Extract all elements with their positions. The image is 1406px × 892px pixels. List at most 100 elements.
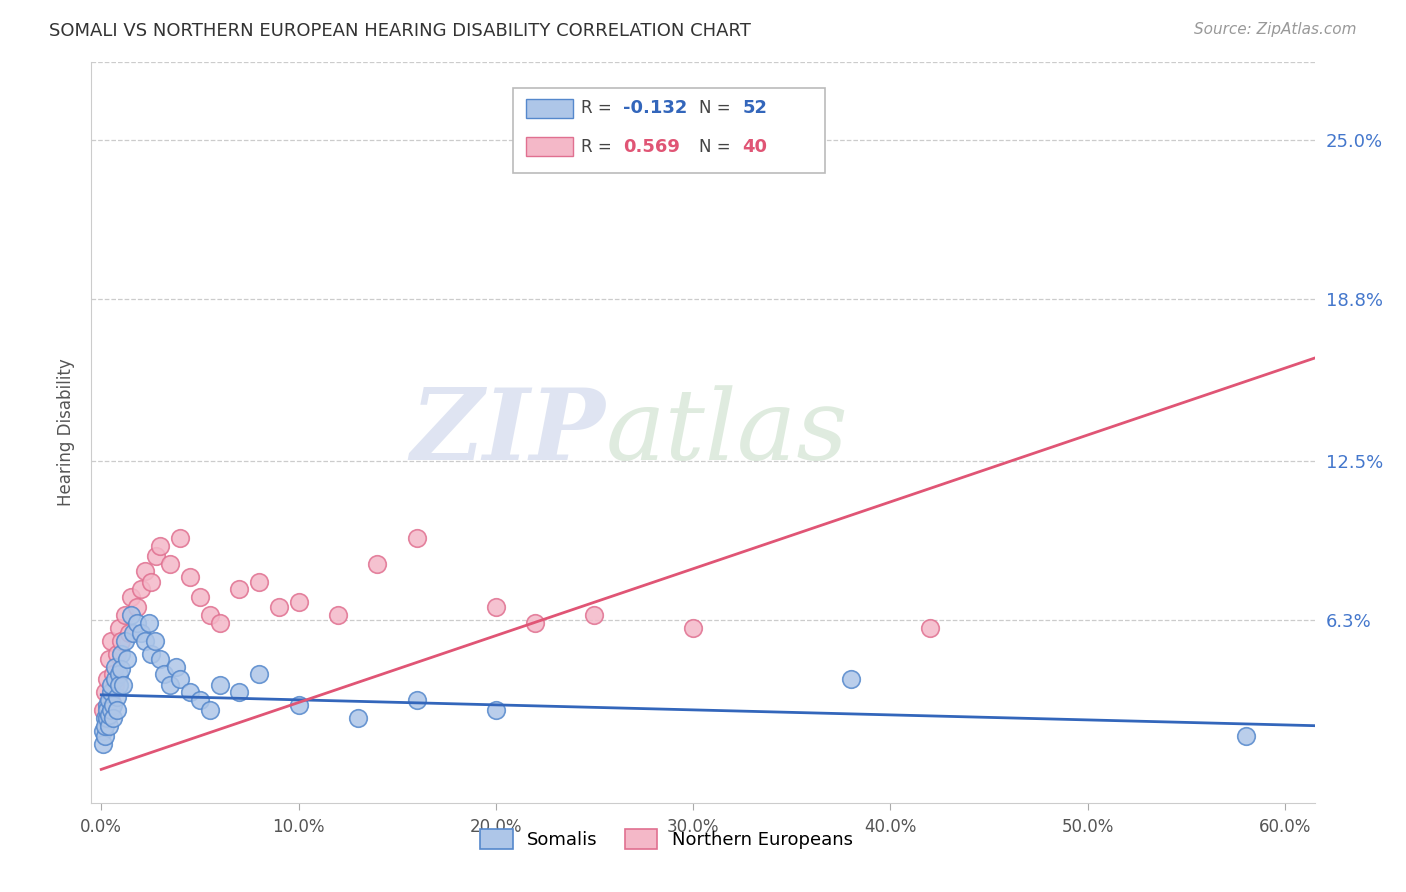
Point: [138, 615, 160, 630]
Text: atlas: atlas: [605, 385, 848, 480]
Point: [91, 737, 114, 751]
Point: [134, 633, 156, 648]
Point: [134, 565, 156, 579]
Point: [918, 621, 941, 635]
Text: -0.132: -0.132: [623, 99, 688, 118]
Point: [125, 600, 148, 615]
Point: [110, 662, 132, 676]
Point: [129, 626, 152, 640]
Point: [247, 574, 270, 589]
Point: [96, 711, 118, 725]
Point: [98, 708, 121, 723]
Point: [179, 685, 201, 699]
Point: [108, 667, 131, 681]
Point: [98, 693, 121, 707]
Point: [165, 659, 187, 673]
Point: [208, 615, 231, 630]
Text: N =: N =: [699, 99, 737, 118]
Point: [94, 685, 117, 699]
Point: [287, 698, 309, 712]
Point: [524, 615, 547, 630]
Point: [94, 729, 117, 743]
Legend: Somalis, Northern Europeans: Somalis, Northern Europeans: [472, 822, 860, 856]
Point: [208, 677, 231, 691]
Point: [198, 703, 221, 717]
Point: [149, 539, 172, 553]
Point: [105, 647, 128, 661]
Point: [188, 693, 211, 707]
Point: [145, 549, 167, 563]
Text: SOMALI VS NORTHERN EUROPEAN HEARING DISABILITY CORRELATION CHART: SOMALI VS NORTHERN EUROPEAN HEARING DISA…: [49, 22, 751, 40]
Text: Source: ZipAtlas.com: Source: ZipAtlas.com: [1194, 22, 1357, 37]
Point: [104, 677, 127, 691]
Point: [169, 673, 191, 687]
Text: 52: 52: [742, 99, 768, 118]
Point: [682, 621, 704, 635]
Y-axis label: Hearing Disability: Hearing Disability: [58, 359, 76, 507]
Point: [149, 652, 172, 666]
Text: N =: N =: [699, 138, 737, 156]
Point: [96, 711, 118, 725]
Point: [120, 608, 142, 623]
Point: [118, 626, 141, 640]
Point: [169, 531, 191, 545]
Point: [105, 703, 128, 717]
Point: [100, 693, 122, 707]
Point: [839, 673, 862, 687]
Point: [153, 667, 176, 681]
Point: [94, 719, 117, 733]
Point: [100, 703, 122, 717]
Point: [287, 595, 309, 609]
Point: [406, 531, 429, 545]
Point: [125, 615, 148, 630]
Point: [98, 719, 121, 733]
FancyBboxPatch shape: [526, 99, 574, 118]
Text: R =: R =: [581, 99, 617, 118]
Point: [366, 557, 388, 571]
Point: [228, 685, 250, 699]
Point: [100, 633, 122, 648]
FancyBboxPatch shape: [526, 137, 574, 156]
FancyBboxPatch shape: [513, 88, 825, 173]
Point: [346, 711, 368, 725]
Point: [104, 659, 127, 673]
Point: [247, 667, 270, 681]
Point: [114, 608, 136, 623]
Point: [100, 677, 122, 691]
Point: [101, 698, 124, 712]
Point: [228, 582, 250, 597]
Point: [101, 711, 124, 725]
Text: 40: 40: [742, 138, 768, 156]
Point: [108, 621, 131, 635]
Point: [583, 608, 606, 623]
Text: ZIP: ZIP: [411, 384, 605, 481]
Point: [98, 652, 121, 666]
Point: [91, 703, 114, 717]
Point: [485, 600, 508, 615]
Point: [121, 626, 143, 640]
Text: R =: R =: [581, 138, 617, 156]
Point: [139, 574, 162, 589]
Point: [114, 633, 136, 648]
Point: [96, 673, 118, 687]
Point: [104, 673, 127, 687]
Point: [129, 582, 152, 597]
Point: [108, 677, 131, 691]
Point: [94, 711, 117, 725]
Point: [120, 590, 142, 604]
Point: [143, 633, 166, 648]
Point: [110, 647, 132, 661]
Point: [110, 633, 132, 648]
Point: [406, 693, 429, 707]
Point: [111, 677, 134, 691]
Point: [159, 677, 181, 691]
Point: [179, 569, 201, 583]
Point: [139, 647, 162, 661]
Point: [159, 557, 181, 571]
Point: [188, 590, 211, 604]
Point: [101, 667, 124, 681]
Point: [115, 652, 138, 666]
Point: [96, 698, 118, 712]
Point: [100, 685, 122, 699]
Text: 0.569: 0.569: [623, 138, 681, 156]
